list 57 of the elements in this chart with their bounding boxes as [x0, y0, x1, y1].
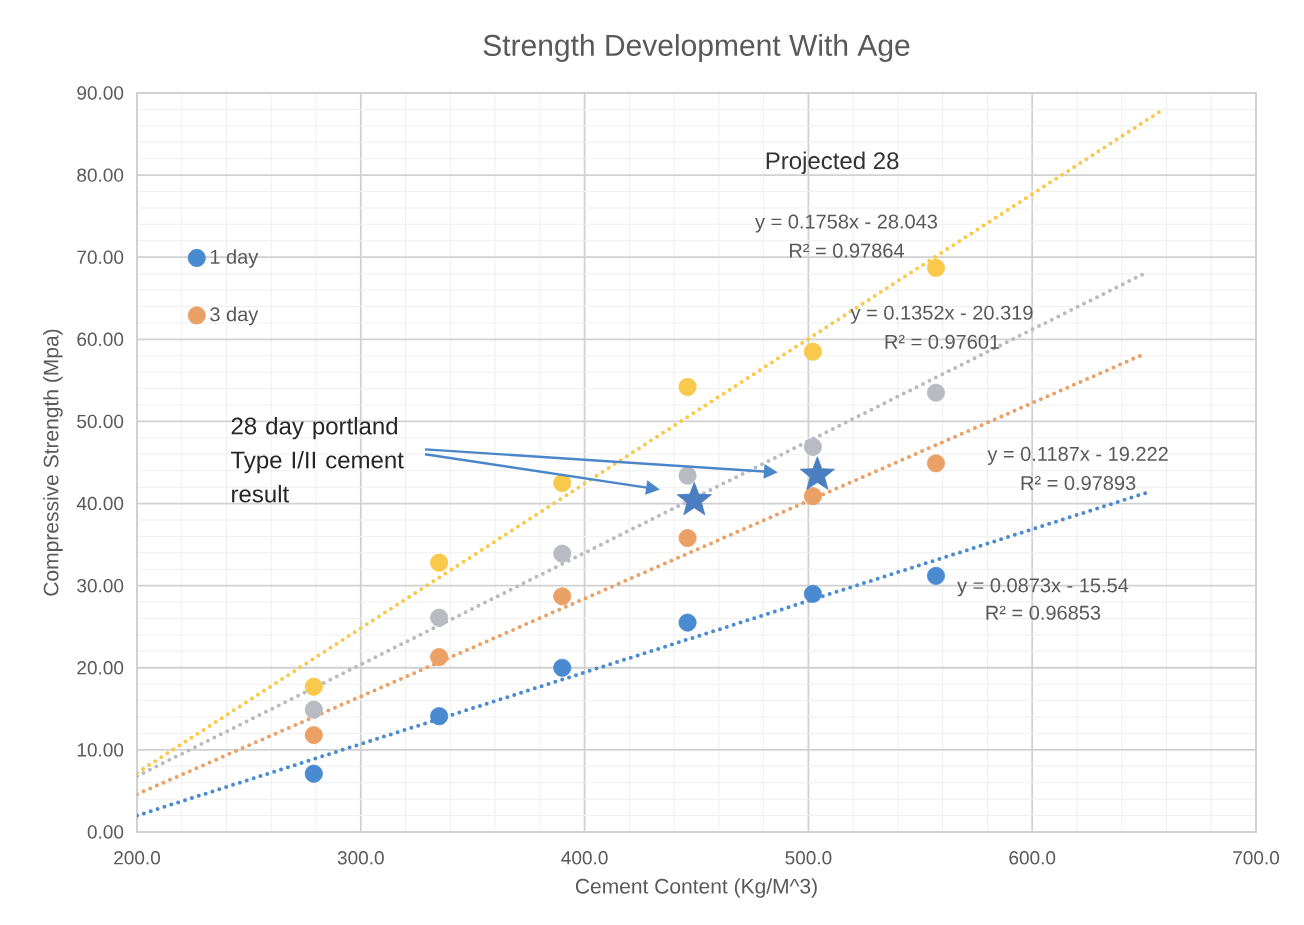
point	[803, 437, 822, 456]
point	[678, 466, 697, 485]
point	[304, 764, 323, 783]
legend-label: 1 day	[210, 249, 259, 268]
point	[553, 658, 572, 677]
y-tick-label: 30.00	[77, 578, 124, 593]
annotation: y = 0.1352x - 20.319	[850, 305, 1033, 324]
y-tick-label: 80.00	[77, 168, 124, 182]
x-tick-label: 600.0	[1009, 851, 1056, 865]
point	[676, 481, 712, 516]
point	[553, 544, 572, 563]
y-tick-label: 50.00	[77, 414, 124, 429]
x-tick-label: 500.0	[785, 851, 832, 865]
point	[430, 608, 449, 627]
y-tick-label: 10.00	[77, 743, 124, 757]
annotation: R² = 0.97893	[1021, 475, 1136, 491]
annotation: 28 day portland Type I/II cement result	[231, 416, 404, 503]
point	[678, 613, 697, 632]
y-tick-label: 90.00	[77, 86, 124, 100]
point	[803, 584, 822, 603]
y-tick-label: 70.00	[77, 250, 124, 264]
x-tick-label: 300.0	[337, 851, 384, 865]
point	[553, 474, 572, 493]
annotation: R² = 0.97601	[885, 334, 1000, 349]
y-tick-label: 0.00	[87, 825, 124, 839]
point	[678, 377, 697, 396]
point	[430, 707, 449, 726]
point	[926, 383, 945, 402]
y-axis-title: Compressive Strength (Mpa)	[43, 329, 63, 596]
point	[304, 726, 323, 745]
point	[553, 587, 572, 606]
point	[678, 529, 697, 548]
annotation: y = 0.0873x - 15.54	[957, 578, 1129, 597]
x-tick-label: 200.0	[114, 851, 161, 865]
annotation: Projected 28	[766, 151, 899, 174]
point	[430, 553, 449, 572]
annotation: y = 0.1758x - 28.043	[755, 214, 938, 233]
x-tick-label: 400.0	[561, 851, 608, 865]
point	[803, 342, 822, 361]
point	[926, 566, 945, 585]
y-tick-label: 40.00	[76, 496, 124, 511]
annotation: y = 0.1187x - 19.222	[987, 446, 1168, 465]
chart-title: Strength Development With Age	[483, 33, 910, 62]
point	[926, 258, 945, 277]
x-tick-label: 700.0	[1233, 851, 1280, 865]
annotation: R² = 0.96853	[986, 605, 1101, 620]
point	[430, 648, 449, 667]
y-tick-label: 20.00	[77, 661, 124, 675]
point	[803, 487, 822, 506]
annotation: R² = 0.97864	[789, 243, 904, 258]
point	[926, 454, 945, 473]
point	[304, 700, 323, 719]
legend-label: 3 day	[210, 306, 259, 326]
x-axis-title: Cement Content (Kg/M^3)	[575, 878, 817, 898]
point	[799, 456, 835, 490]
y-tick-label: 60.00	[77, 332, 124, 347]
point	[304, 677, 323, 696]
